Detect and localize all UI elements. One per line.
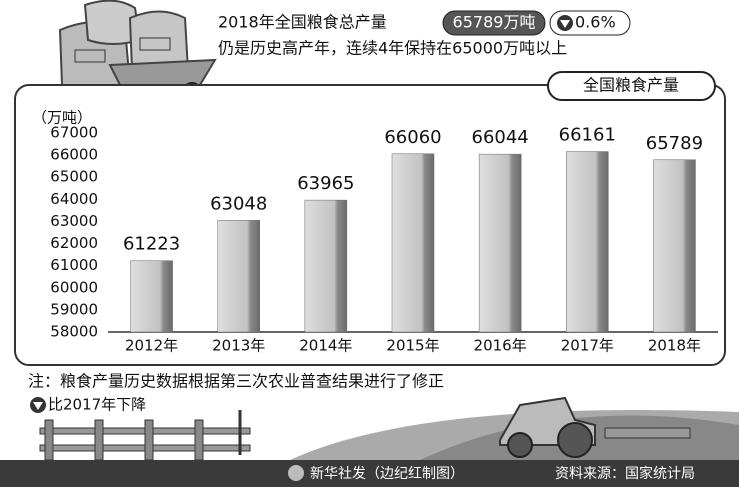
note: 注：粮食产量历史数据根据第三次农业普查结果进行了修正 — [28, 372, 444, 391]
x-tick-label: 2015年 — [386, 337, 439, 355]
value-label: 65789 — [646, 133, 703, 154]
y-tick-label: 66000 — [50, 146, 98, 164]
chart-title: 全国粮食产量 — [583, 76, 679, 95]
headline-change: 0.6% — [575, 13, 616, 32]
y-tick-label: 61000 — [50, 256, 98, 274]
y-tick-label: 65000 — [50, 168, 98, 186]
bar — [217, 220, 260, 333]
bar — [478, 153, 522, 333]
logo — [288, 465, 304, 481]
value-label: 61223 — [123, 234, 180, 255]
value-label: 63965 — [297, 173, 354, 194]
bar — [566, 151, 609, 333]
footer — [0, 460, 739, 487]
title-pill — [547, 71, 716, 101]
x-tick-label: 2014年 — [299, 337, 352, 355]
bar — [304, 199, 348, 333]
legend-note: 比2017年下降 — [48, 396, 146, 414]
farm-scene — [39, 396, 739, 461]
x-tick-label: 2018年 — [648, 337, 701, 355]
amount-badge — [442, 10, 546, 36]
y-tick-label: 63000 — [50, 212, 98, 230]
bar — [653, 159, 696, 333]
x-tick-label: 2013年 — [212, 337, 265, 355]
y-tick-label: 64000 — [50, 190, 98, 208]
x-tick-label: 2016年 — [474, 337, 527, 355]
value-label: 63048 — [210, 193, 267, 214]
x-tick-label: 2012年 — [125, 337, 178, 355]
y-tick-label: 67000 — [50, 124, 98, 142]
value-label: 66060 — [384, 127, 441, 148]
value-label: 66161 — [559, 125, 616, 146]
y-tick-label: 62000 — [50, 234, 98, 252]
source: 资料来源：国家统计局 — [555, 465, 695, 482]
headline-line1: 2018年全国粮食总产量 — [218, 13, 387, 32]
headline-amount: 65789万吨 — [453, 13, 536, 32]
bar — [130, 260, 173, 333]
headline-line2: 仍是历史高产年，连续4年保持在65000万吨以上 — [218, 39, 567, 58]
legend-arrow — [33, 402, 43, 410]
down-arrow — [560, 20, 570, 28]
y-tick-label: 58000 — [50, 323, 98, 341]
credit: 新华社发（边纪红制图） — [310, 466, 464, 482]
y-axis-label: （万吨） — [32, 109, 92, 127]
value-label: 66044 — [472, 127, 529, 148]
y-tick-label: 60000 — [50, 278, 98, 296]
panel — [14, 84, 726, 366]
y-tick-label: 59000 — [50, 300, 98, 318]
bar — [391, 153, 435, 333]
x-tick-label: 2017年 — [561, 337, 614, 355]
